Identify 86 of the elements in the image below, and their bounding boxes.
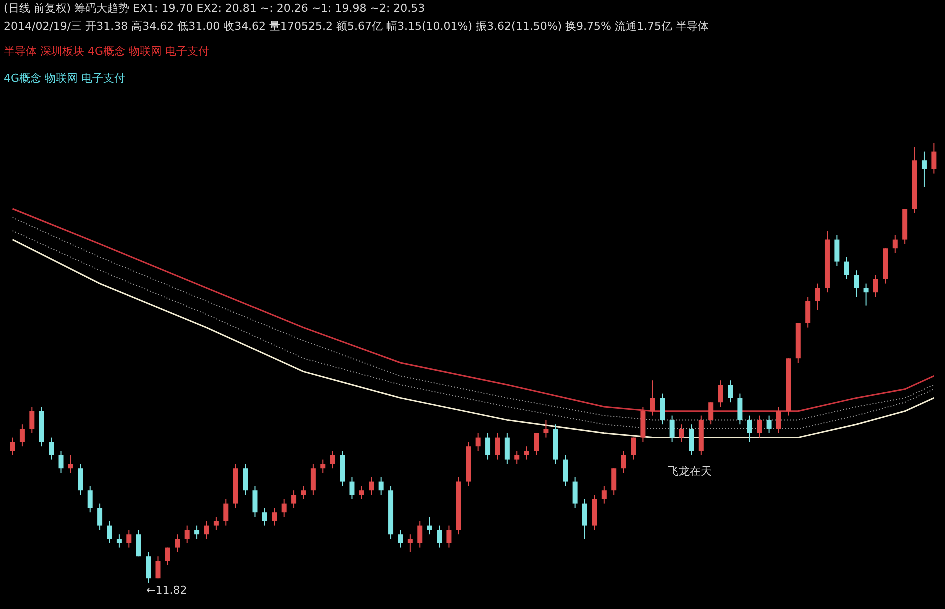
candlestick: [175, 534, 180, 553]
candlestick: [892, 234, 898, 254]
annotation: 飞龙在天: [668, 465, 712, 478]
candlestick: [476, 432, 481, 452]
candlestick: [78, 464, 84, 496]
candlestick: [262, 508, 268, 526]
text: 4G概念 物联网 电子支付: [4, 72, 126, 85]
candlestick: [30, 406, 35, 434]
candlestick: [844, 256, 850, 280]
candlestick: [136, 530, 142, 558]
candlestick: [204, 520, 210, 540]
candlestick: [408, 534, 413, 553]
candlestick: [612, 468, 617, 496]
candlestick: [369, 476, 374, 496]
candlestick: [680, 424, 684, 443]
candlestick: [660, 393, 666, 426]
chart-title: (日线 前复权) 筹码大趋势 EX1: 19.70 EX2: 20.81 ~: 20.26 ~1: 19.98 ~2: 20.53: [4, 2, 426, 15]
candlestick: [806, 296, 811, 328]
candlestick: [165, 547, 170, 566]
candlestick: [58, 450, 64, 474]
candlestick: [398, 530, 404, 548]
candlestick: [330, 450, 336, 470]
candlestick: [301, 486, 306, 500]
candlestick: [49, 437, 54, 460]
candlestick: [834, 234, 840, 267]
candlestick: [292, 490, 297, 509]
candlestick: [738, 393, 743, 426]
candlestick: [650, 380, 656, 416]
candlestick: [689, 424, 694, 456]
candlestick: [815, 283, 820, 311]
candlestick: [88, 486, 93, 514]
candlestick: [524, 446, 530, 460]
candlestick: [922, 151, 927, 188]
candlestick: [282, 498, 287, 518]
candlestick: [486, 432, 491, 460]
text: ←11.82: [146, 584, 188, 597]
candlestick: [194, 525, 200, 540]
candlestick: [572, 476, 578, 509]
candlestick: [621, 450, 626, 474]
candlestick: [243, 464, 248, 496]
candlestick: [224, 498, 229, 526]
candlestick: [116, 534, 122, 548]
candlestick: [98, 503, 103, 531]
candlestick: [776, 406, 782, 434]
candlestick: [504, 432, 510, 465]
candlestick: [272, 508, 278, 526]
candlestick: [418, 520, 423, 548]
chart-subtitle: 2014/02/19/三 开31.38 高34.62 低31.00 收34.62 量170525.2 额5.67亿 幅3.15(10.01%) 振3.62(11.50%) 换9.75% 流通1.75亿 半导体: [4, 20, 709, 33]
candlestick: [873, 274, 878, 298]
candlestick: [718, 380, 724, 408]
candlestick: [631, 437, 636, 460]
candlestick: [359, 486, 364, 500]
candlestick: [766, 415, 772, 434]
candlestick: [864, 283, 869, 306]
candlestick: [932, 142, 937, 174]
candlestick: [602, 486, 607, 504]
candlestick: [582, 498, 588, 540]
candlestick: [350, 476, 355, 500]
candlestick: [427, 516, 432, 536]
candlestick: [446, 525, 452, 548]
candlestick: [20, 424, 25, 448]
candlestick: [854, 270, 860, 298]
candlestick: [156, 556, 161, 580]
candlestick: [728, 380, 733, 404]
candlestick: [68, 454, 74, 474]
candlestick: [757, 415, 762, 438]
candlestick: [544, 420, 549, 438]
candlestick: [534, 432, 540, 456]
candlestick: [320, 459, 326, 474]
candlestick: [747, 415, 752, 443]
text: 半导体 深圳板块 4G概念 物联网 电子支付: [4, 45, 210, 58]
candlestick: [514, 450, 520, 465]
candlestick: [10, 437, 16, 456]
candlestick: [107, 520, 112, 544]
candlestick: [252, 486, 258, 518]
candlestick: [670, 415, 675, 443]
candlestick: [378, 476, 384, 496]
candlestick: [126, 530, 132, 548]
candlestick: [437, 525, 442, 548]
candlestick: [184, 525, 190, 544]
candlestick: [214, 516, 219, 531]
candlestick: [495, 432, 500, 460]
candlestick: [310, 464, 316, 496]
candlestick: [146, 552, 152, 584]
candlestick: [708, 402, 714, 426]
candlestick: [563, 454, 568, 487]
